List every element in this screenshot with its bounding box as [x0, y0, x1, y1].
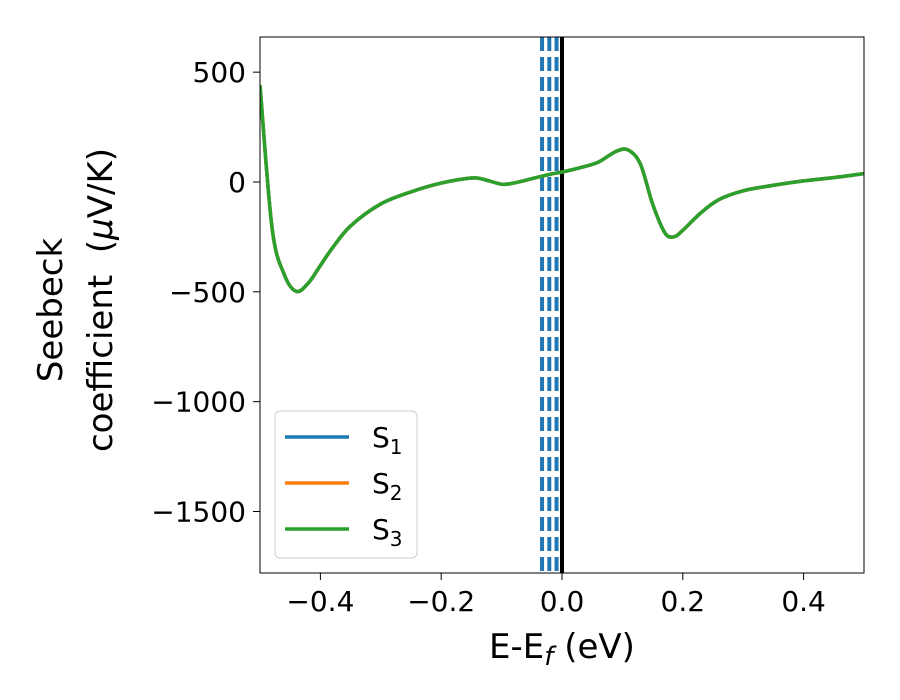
y-tick-label: 0: [228, 166, 246, 199]
y-tick-label: −1500: [151, 495, 246, 528]
reference-lines: [540, 37, 564, 573]
y-axis-label-line2: coefficient (μV/K): [81, 148, 121, 452]
x-tick-label: 0.0: [540, 585, 585, 618]
y-tick-label: 500: [193, 56, 246, 89]
x-tick-label: −0.4: [286, 585, 354, 618]
x-tick-label: −0.2: [407, 585, 475, 618]
y-tick-label: −500: [169, 276, 246, 309]
x-tick-label: 0.2: [661, 585, 706, 618]
x-axis-ticks: −0.4 −0.2 0.0 0.2 0.4: [286, 573, 826, 618]
legend: S1 S2 S3: [274, 410, 418, 559]
y-axis-ticks: 500 0 −500 −1000 −1500: [151, 56, 260, 528]
x-axis-label: E-Ef (eV): [489, 627, 635, 672]
legend-label-s3: S3: [372, 513, 403, 551]
legend-label-s2: S2: [372, 467, 403, 505]
series-lines: [260, 85, 864, 294]
x-tick-label: 0.4: [781, 585, 826, 618]
y-tick-label: −1000: [151, 386, 246, 419]
legend-label-s1: S1: [372, 421, 403, 459]
y-axis-label: Seebeck coefficient (μV/K): [31, 148, 121, 452]
series-line-s3: [260, 85, 864, 294]
y-axis-label-line1: Seebeck: [31, 238, 71, 383]
